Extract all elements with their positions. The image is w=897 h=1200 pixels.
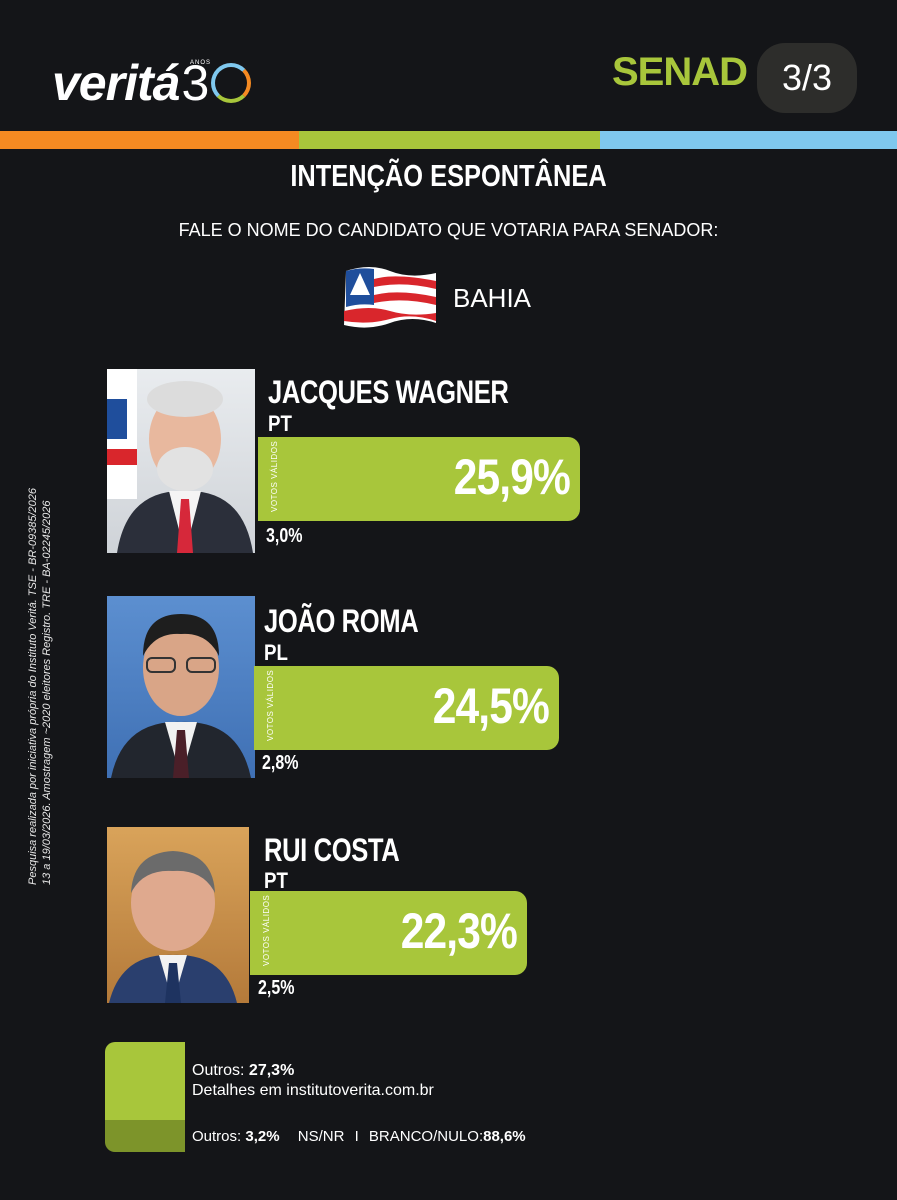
page-indicator[interactable]: 3/3 <box>757 43 857 113</box>
candidate-party: PL <box>264 640 288 665</box>
bahia-flag-icon <box>344 267 436 328</box>
methodology-line-2: 13 a 19/03/2026. Amostragem ~2020 eleito… <box>41 500 53 885</box>
state-name: BAHIA <box>453 283 532 313</box>
section-label: SENAD <box>612 50 748 94</box>
candidate-name: JOÃO ROMA <box>264 603 419 639</box>
portrait-icon <box>107 369 253 553</box>
valid-votes-value: 25,9% <box>453 449 571 505</box>
logo-word: veritá <box>52 55 180 111</box>
others-total-row: Outros: 3,2% NS/NR I BRANCO/NULO:88,6% <box>192 1128 526 1145</box>
others-valid-label: Outros: <box>192 1062 245 1079</box>
valid-votes-bar <box>258 437 580 521</box>
valid-votes-value: 24,5% <box>432 678 550 734</box>
stripe-blue <box>600 131 897 149</box>
candidate-name: RUI COSTA <box>264 832 400 868</box>
others-valid-value: 27,3% <box>248 1062 295 1079</box>
total-votes-value: 2,5% <box>258 977 295 999</box>
branco-value: 88,6% <box>483 1128 526 1145</box>
candidate-party: PT <box>268 411 292 436</box>
valid-votes-bar <box>250 891 527 975</box>
logo-number-digit: 3 <box>181 55 210 111</box>
others-total-value: 3,2% <box>245 1128 280 1145</box>
total-votes-value: 2,8% <box>262 752 299 774</box>
portrait-icon <box>111 614 251 778</box>
candidate-photo <box>107 827 249 1003</box>
stripe-orange <box>0 131 299 149</box>
valid-votes-value: 22,3% <box>400 903 518 959</box>
others-box-bottom <box>105 1120 185 1152</box>
candidate-photo <box>107 369 255 553</box>
candidate-photo <box>107 596 255 778</box>
others-box-top <box>105 1042 185 1120</box>
portrait-icon <box>109 851 237 1003</box>
branco-label: BRANCO/NULO: <box>368 1128 484 1145</box>
total-votes-value: 3,0% <box>266 525 303 547</box>
methodology-note: Pesquisa realizada por iniciativa própri… <box>26 488 54 885</box>
page-title: INTENÇÃO ESPONTÂNEA <box>290 158 607 193</box>
others-valid: Outros: 27,3% <box>192 1062 294 1080</box>
methodology-line-1: Pesquisa realizada por iniciativa própri… <box>27 487 39 885</box>
others-box <box>105 1042 185 1152</box>
bar-tag: VOTOS VÁLIDOS <box>262 894 271 966</box>
bar-tag: VOTOS VÁLIDOS <box>270 440 279 512</box>
candidate-party: PT <box>264 868 288 893</box>
details-link[interactable]: Detalhes em institutoverita.com.br <box>192 1082 434 1099</box>
others-total-label: Outros: <box>192 1128 242 1145</box>
valid-votes-bar <box>254 666 559 750</box>
stripe-green <box>299 131 600 149</box>
candidate-name: JACQUES WAGNER <box>268 374 509 410</box>
bar-tag: VOTOS VÁLIDOS <box>266 669 275 741</box>
footer-separator: I <box>354 1128 359 1145</box>
nsnr-label: NS/NR <box>297 1128 345 1145</box>
logo-number: 3 <box>181 55 252 111</box>
verita-logo: veritá 3 <box>52 38 252 111</box>
question-text: FALE O NOME DO CANDIDATO QUE VOTARIA PAR… <box>178 220 719 240</box>
logo-zero-ring-icon <box>211 63 252 103</box>
logo-anos: ANOS <box>190 60 212 66</box>
